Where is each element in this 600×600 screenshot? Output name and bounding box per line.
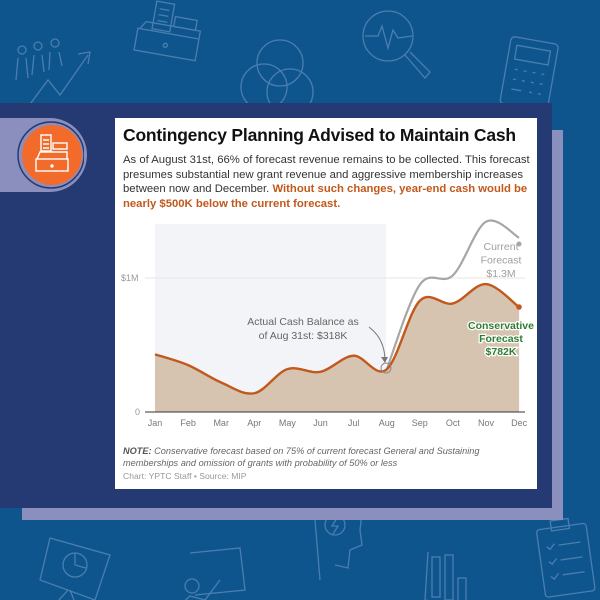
- ytick-0: 0: [135, 407, 140, 417]
- cash-forecast-chart: $1M 0 Jan Feb Mar Apr May Jun Jul Aug Sep Oct Nov D…: [121, 219, 535, 428]
- x-tick-dec: Dec: [511, 418, 528, 428]
- aug-marker-circle: [380, 362, 392, 374]
- current-end-dot: [516, 241, 522, 247]
- x-axis-labels: Jan Feb Mar Apr May Jun Jul Aug Sep Oct Nov Dec: [148, 418, 528, 428]
- annotation-conservative-forecast: $782K: [486, 346, 517, 358]
- conservative-end-dot: [516, 304, 522, 310]
- note-text: Conservative forecast based on 75% of cu…: [123, 446, 480, 468]
- arrow-head: [381, 357, 388, 363]
- annotation-actual-cash: of Aug 31st: $318K: [259, 330, 348, 342]
- annotation-conservative-forecast: Forecast: [479, 333, 523, 345]
- x-tick-jan: Jan: [148, 418, 163, 428]
- chart-annotations: Actual Cash Balance as of Aug 31st: $318K…: [247, 241, 535, 359]
- x-tick-mar: Mar: [213, 418, 229, 428]
- chart-source: Chart: YPTC Staff • Source: MIP: [123, 471, 247, 481]
- x-tick-nov: Nov: [478, 418, 495, 428]
- chart-title: Contingency Planning Advised to Maintain…: [123, 125, 516, 145]
- annotation-conservative-forecast: Conservative: [468, 320, 534, 332]
- chart-note: NOTE: Conservative forecast based on 75%…: [123, 446, 533, 469]
- note-label: NOTE:: [123, 446, 152, 456]
- x-tick-aug: Aug: [379, 418, 395, 428]
- chart-description: As of August 31st, 66% of forecast reven…: [123, 153, 533, 211]
- annotation-current-forecast: Current: [483, 241, 518, 253]
- growth-people-icon: [15, 38, 91, 116]
- cash-register-icon: [133, 0, 202, 62]
- ytick-1m: $1M: [121, 273, 139, 283]
- x-tick-jul: Jul: [348, 418, 360, 428]
- x-tick-oct: Oct: [446, 418, 461, 428]
- cash-register-icon: [17, 121, 84, 189]
- checklist-clipboard-icon: [536, 517, 596, 598]
- description-text: As of August 31st, 66% of forecast reven…: [123, 154, 530, 195]
- presentation-easel-icon: [39, 537, 111, 600]
- x-tick-jun: Jun: [313, 418, 328, 428]
- conservative-forecast-line: [154, 282, 520, 395]
- calculator-icon: [499, 36, 559, 112]
- conservative-area: [155, 284, 520, 412]
- analytics-magnifier-icon: [362, 10, 431, 80]
- annotation-current-forecast: Forecast: [481, 255, 522, 267]
- x-tick-feb: Feb: [180, 418, 196, 428]
- annotation-actual-cash: Actual Cash Balance as: [247, 316, 358, 328]
- chart-card: Contingency Planning Advised to Maintain…: [115, 118, 537, 489]
- annotation-current-forecast: $1.3M: [486, 268, 515, 280]
- x-tick-sep: Sep: [412, 418, 428, 428]
- x-tick-may: May: [279, 418, 297, 428]
- description-highlight: Without such changes, year-end cash woul…: [123, 183, 528, 210]
- bar-chart-icon: [424, 551, 467, 600]
- current-forecast-line: [385, 219, 520, 370]
- x-tick-apr: Apr: [247, 418, 261, 428]
- teacher-whiteboard-icon: [184, 547, 246, 600]
